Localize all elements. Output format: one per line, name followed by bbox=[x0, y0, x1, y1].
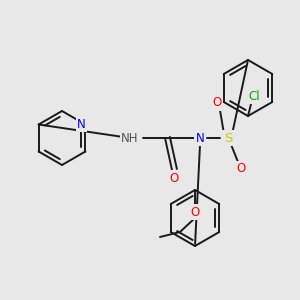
Text: O: O bbox=[236, 163, 246, 176]
Text: O: O bbox=[212, 97, 222, 110]
Text: N: N bbox=[77, 118, 86, 131]
Text: NH: NH bbox=[121, 131, 139, 145]
Text: O: O bbox=[190, 206, 200, 218]
Text: Cl: Cl bbox=[248, 89, 260, 103]
Text: N: N bbox=[196, 131, 204, 145]
Text: O: O bbox=[169, 172, 178, 184]
Text: S: S bbox=[224, 131, 232, 145]
